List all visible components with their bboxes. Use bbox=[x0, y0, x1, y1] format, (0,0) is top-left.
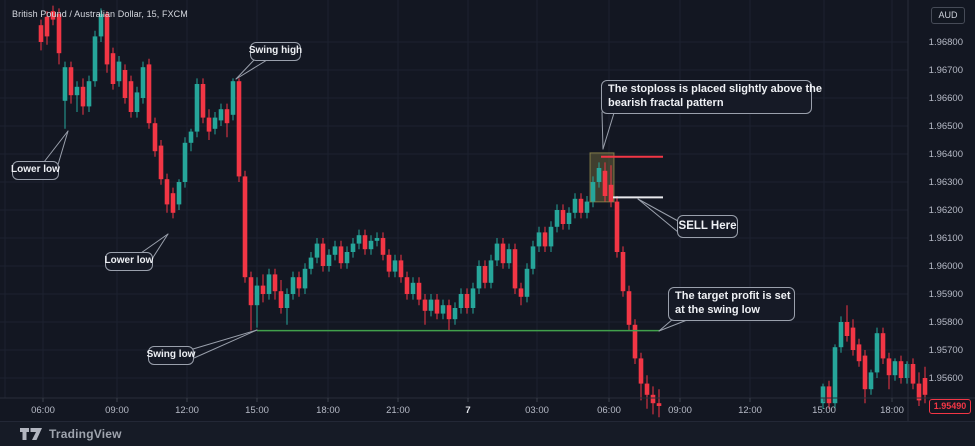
price-axis[interactable]: 1.96800 1.96700 1.96600 1.96500 1.96400 1.963… bbox=[929, 37, 963, 384]
symbol-title[interactable]: British Pound / Australian Dollar, 15, F… bbox=[12, 9, 188, 19]
callout-swing-low[interactable]: Swing low bbox=[146, 346, 196, 365]
price-tick-label: 1.95700 bbox=[929, 345, 963, 356]
price-tick-label: 1.96100 bbox=[929, 233, 963, 244]
price-tick-label: 1.96700 bbox=[929, 65, 963, 76]
callout-text: Lower low bbox=[11, 164, 60, 176]
callout-text: Lower low bbox=[104, 255, 154, 267]
price-tick-label: 1.95600 bbox=[929, 373, 963, 384]
price-tick-label: 1.95800 bbox=[929, 317, 963, 328]
tradingview-logo-icon[interactable] bbox=[20, 428, 42, 440]
callout-text: SELL Here bbox=[678, 220, 737, 233]
callout-text: Swing high bbox=[248, 45, 303, 56]
price-tick-label: 1.96200 bbox=[929, 205, 963, 216]
time-tick-label: 06:00 bbox=[597, 405, 621, 416]
callout-target-note[interactable]: The target profit is set at the swing lo… bbox=[668, 287, 795, 321]
time-tick-label: 21:00 bbox=[386, 405, 410, 416]
callout-swing-high[interactable]: Swing high bbox=[248, 42, 303, 61]
price-tick-label: 1.95900 bbox=[929, 289, 963, 300]
time-tick-label: 12:00 bbox=[175, 405, 199, 416]
time-tick-label: 7 bbox=[465, 405, 470, 416]
price-tick-label: 1.96600 bbox=[929, 93, 963, 104]
footer-bar: TradingView bbox=[0, 421, 975, 446]
callout-stoploss-note[interactable]: The stoploss is placed slightly above th… bbox=[601, 80, 822, 114]
callout-text-line1: The target profit is set bbox=[675, 290, 791, 302]
price-tick-label: 1.96000 bbox=[929, 261, 963, 272]
time-tick-label: 06:00 bbox=[31, 405, 55, 416]
time-tick-label: 09:00 bbox=[105, 405, 129, 416]
currency-button[interactable]: AUD bbox=[931, 7, 965, 24]
price-tick-label: 1.96500 bbox=[929, 121, 963, 132]
price-tick-label: 1.96300 bbox=[929, 177, 963, 188]
time-axis[interactable]: 06:00 09:00 12:00 15:00 18:00 21:00 7 03:00 06:0… bbox=[31, 398, 904, 416]
last-price-badge[interactable]: 1.95490 bbox=[929, 399, 971, 414]
price-tick-label: 1.96800 bbox=[929, 37, 963, 48]
price-tick-label: 1.96400 bbox=[929, 149, 963, 160]
time-tick-label: 09:00 bbox=[668, 405, 692, 416]
time-tick-label: 15:00 bbox=[245, 405, 269, 416]
callout-tails-layer bbox=[43, 58, 688, 359]
callout-sell-here[interactable]: SELL Here bbox=[677, 215, 738, 238]
time-tick-label: 03:00 bbox=[525, 405, 549, 416]
time-tick-label: 15:00 bbox=[812, 405, 836, 416]
fractal-highlight[interactable] bbox=[589, 152, 615, 203]
callout-text-line1: The stoploss is placed slightly above th… bbox=[608, 83, 822, 95]
tradingview-brand-text[interactable]: TradingView bbox=[49, 427, 122, 441]
callout-text: Swing low bbox=[146, 349, 196, 361]
grid-layer bbox=[0, 0, 908, 398]
time-tick-label: 18:00 bbox=[316, 405, 340, 416]
callout-text-line2: at the swing low bbox=[675, 303, 760, 316]
candles-layer bbox=[38, 5, 928, 418]
callout-text-line2: bearish fractal pattern bbox=[608, 96, 724, 109]
time-tick-label: 18:00 bbox=[880, 405, 904, 416]
time-tick-label: 12:00 bbox=[738, 405, 762, 416]
callout-lower-low-1[interactable]: Lower low bbox=[11, 161, 60, 180]
callout-lower-low-2[interactable]: Lower low bbox=[105, 252, 153, 271]
